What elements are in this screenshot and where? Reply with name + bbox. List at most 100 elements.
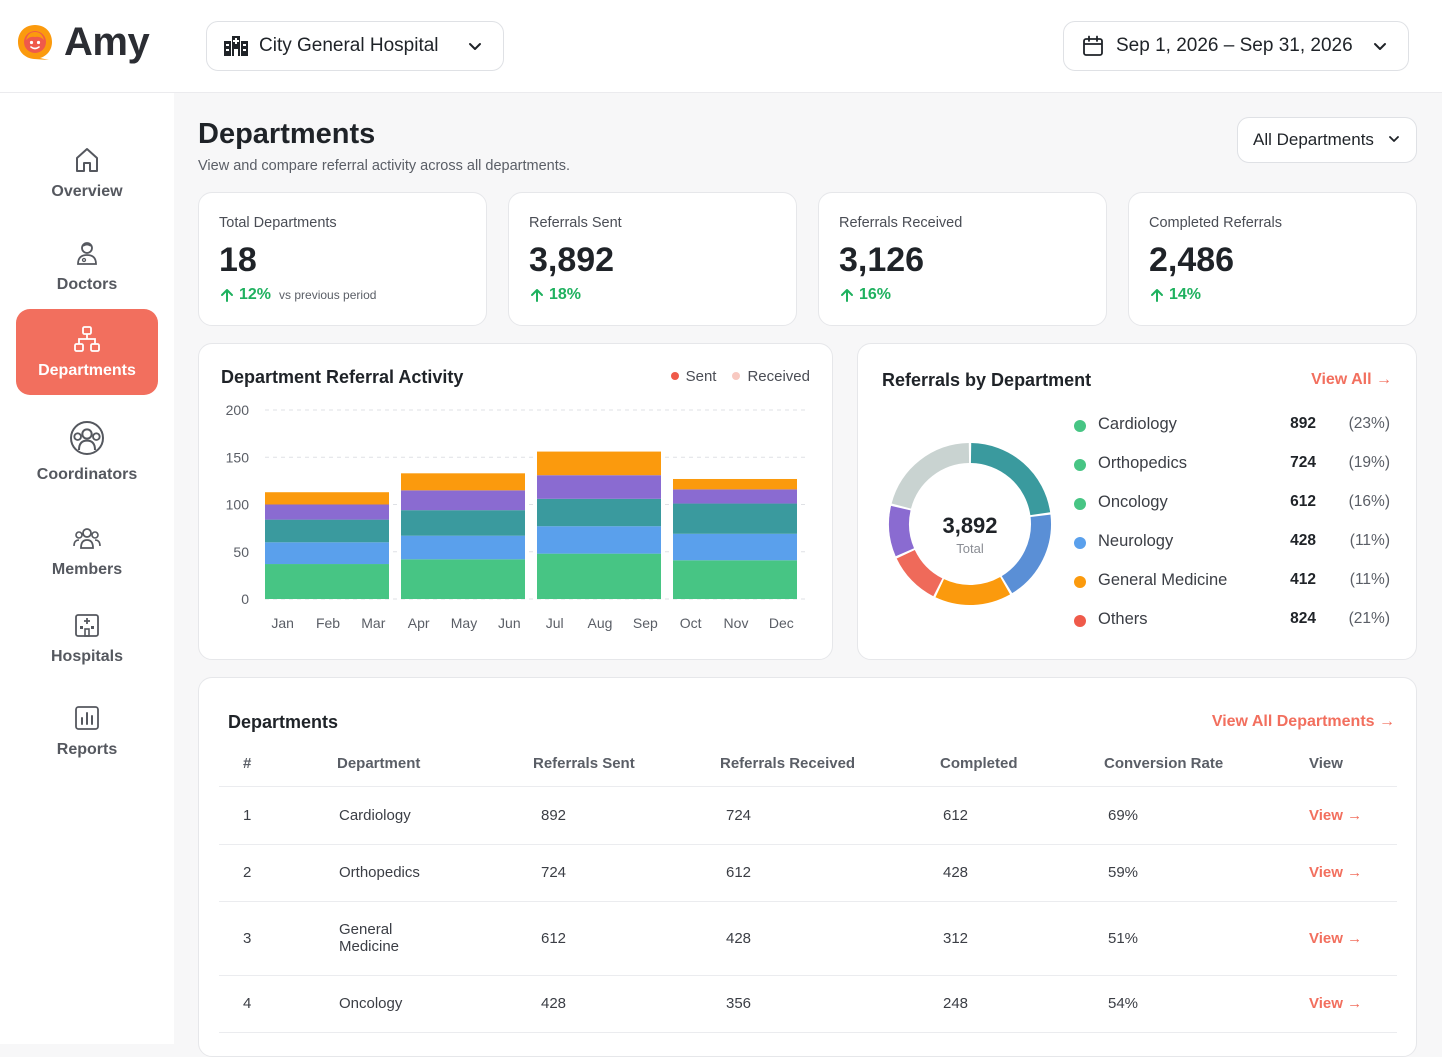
donut-legend-row[interactable]: Orthopedics 724 (19%) bbox=[1074, 454, 1394, 476]
cell-referrals-received: 356 bbox=[726, 995, 752, 1012]
donut-legend-row[interactable]: Others 824 (21%) bbox=[1074, 610, 1394, 632]
arrow-up-icon bbox=[221, 289, 233, 302]
sidebar-item-reports[interactable]: Reports bbox=[16, 688, 158, 774]
column-header-department[interactable]: Department bbox=[337, 755, 421, 772]
table-title: Departments bbox=[228, 712, 339, 732]
sidebar-item-doctors[interactable]: Doctors bbox=[16, 223, 158, 309]
members-icon bbox=[73, 528, 101, 549]
bar-segment bbox=[265, 542, 389, 565]
report-icon bbox=[75, 706, 99, 730]
column-header-conversion-rate[interactable]: Conversion Rate bbox=[1104, 755, 1224, 772]
y-tick-label: 200 bbox=[226, 402, 250, 418]
legend-department-value: 892 bbox=[1290, 415, 1316, 432]
sidebar-item-overview[interactable]: Overview bbox=[16, 130, 158, 216]
arrow-up-icon bbox=[1151, 289, 1163, 302]
legend-item-received[interactable]: Received bbox=[732, 368, 810, 385]
table-divider bbox=[219, 901, 1397, 902]
cell-referrals-sent: 892 bbox=[541, 807, 567, 824]
column-header-referrals-sent[interactable]: Referrals Sent bbox=[533, 755, 635, 772]
donut-slice bbox=[889, 505, 915, 557]
stat-value: 3,126 bbox=[839, 241, 925, 279]
stat-change: 14% bbox=[1149, 286, 1201, 304]
legend-department-value: 612 bbox=[1290, 493, 1316, 510]
column-header-number: # bbox=[243, 755, 252, 772]
column-header-view: View bbox=[1309, 755, 1343, 772]
legend-department-percent: (11%) bbox=[1349, 532, 1390, 549]
stat-change: 18% bbox=[529, 286, 581, 304]
x-tick-label: Jul bbox=[546, 615, 564, 631]
bar-segment bbox=[537, 553, 661, 599]
cell-conversion-rate: 69% bbox=[1108, 807, 1139, 824]
donut-legend-row[interactable]: Oncology 612 (16%) bbox=[1074, 493, 1394, 515]
legend-department-percent: (19%) bbox=[1348, 454, 1390, 471]
table-divider bbox=[219, 786, 1397, 787]
stat-value: 18 bbox=[219, 241, 257, 279]
column-header-completed[interactable]: Completed bbox=[940, 755, 1018, 772]
donut-center-label: Total bbox=[956, 541, 984, 556]
bar-segment bbox=[673, 533, 797, 561]
bar-segment bbox=[401, 535, 525, 560]
app-name: Amy bbox=[64, 20, 150, 64]
sidebar-item-departments[interactable]: Departments bbox=[16, 309, 158, 395]
legend-label: Received bbox=[747, 368, 810, 385]
bar-segment bbox=[537, 475, 661, 499]
view-row-link[interactable]: View → bbox=[1309, 929, 1363, 947]
legend-department-name: Oncology bbox=[1098, 493, 1168, 511]
view-row-link[interactable]: View → bbox=[1309, 864, 1363, 881]
card-title: Department Referral Activity bbox=[221, 367, 464, 387]
view-row-link[interactable]: View → bbox=[1309, 807, 1363, 824]
legend-dot bbox=[670, 372, 679, 381]
donut-legend-row[interactable]: Cardiology 892 (23%) bbox=[1074, 415, 1394, 437]
view-all-departments-link[interactable]: View All Departments → bbox=[1211, 713, 1395, 730]
column-header-referrals-received[interactable]: Referrals Received bbox=[720, 755, 856, 772]
sidebar-item-label: Departments bbox=[38, 362, 136, 379]
department-filter-value: All Departments bbox=[1253, 130, 1374, 149]
table-divider bbox=[219, 1032, 1397, 1033]
sidebar-item-hospitals[interactable]: Hospitals bbox=[16, 595, 158, 681]
legend-department-name: Others bbox=[1098, 610, 1148, 628]
arrow-up-icon bbox=[531, 289, 543, 302]
legend-department-percent: (21%) bbox=[1348, 610, 1390, 627]
sidebar-item-label: Members bbox=[51, 561, 123, 578]
stat-card-total-departments: Total Departments 18 12% vs previous per… bbox=[198, 192, 487, 326]
chart-legend: Sent Received bbox=[670, 368, 810, 385]
hierarchy-icon bbox=[74, 326, 100, 352]
department-filter-select[interactable]: All Departments bbox=[1237, 117, 1417, 163]
hospital-select[interactable]: City General Hospital bbox=[206, 21, 504, 71]
table-divider bbox=[219, 975, 1397, 976]
app-logo[interactable]: Amy bbox=[16, 20, 150, 64]
stat-change: 12% vs previous period bbox=[219, 286, 376, 304]
stat-value: 2,486 bbox=[1149, 241, 1235, 279]
cell-referrals-sent: 428 bbox=[541, 995, 567, 1012]
cell-department: General Medicine bbox=[339, 921, 400, 955]
amy-logo-icon bbox=[18, 25, 52, 60]
card-title: Referrals by Department bbox=[882, 370, 1092, 390]
y-tick-label: 0 bbox=[241, 591, 249, 607]
table-divider bbox=[219, 844, 1397, 845]
view-all-link[interactable]: View All → bbox=[1311, 371, 1392, 388]
referral-activity-card: Department Referral Activity Sent Receiv… bbox=[198, 343, 833, 660]
legend-dot bbox=[1074, 498, 1086, 510]
view-row-link[interactable]: View → bbox=[1309, 995, 1363, 1012]
donut-legend-row[interactable]: Neurology 428 (11%) bbox=[1074, 532, 1394, 554]
donut-legend-row[interactable]: General Medicine 412 (11%) bbox=[1074, 571, 1394, 593]
stat-label: Total Departments bbox=[219, 215, 337, 231]
bar-segment bbox=[401, 473, 525, 491]
x-tick-label: Nov bbox=[724, 615, 749, 631]
legend-dot bbox=[1074, 420, 1086, 432]
legend-department-name: Orthopedics bbox=[1098, 454, 1187, 472]
bar-segment bbox=[401, 559, 525, 599]
bar-segment bbox=[673, 560, 797, 599]
sidebar-item-coordinators[interactable]: Coordinators bbox=[16, 408, 158, 494]
doctor-icon bbox=[77, 242, 97, 265]
sidebar-item-members[interactable]: Members bbox=[16, 508, 158, 594]
hospital-select-value: City General Hospital bbox=[259, 35, 439, 56]
chevron-down-icon bbox=[469, 43, 481, 50]
bar-segment bbox=[673, 489, 797, 504]
donut-slice bbox=[935, 576, 1011, 605]
date-range-select[interactable]: Sep 1, 2026 – Sep 31, 2026 bbox=[1063, 21, 1409, 71]
cell-referrals-received: 428 bbox=[726, 929, 752, 947]
sidebar-item-label: Doctors bbox=[56, 276, 118, 293]
cell-number: 4 bbox=[243, 995, 252, 1012]
legend-item-sent[interactable]: Sent bbox=[670, 368, 716, 385]
